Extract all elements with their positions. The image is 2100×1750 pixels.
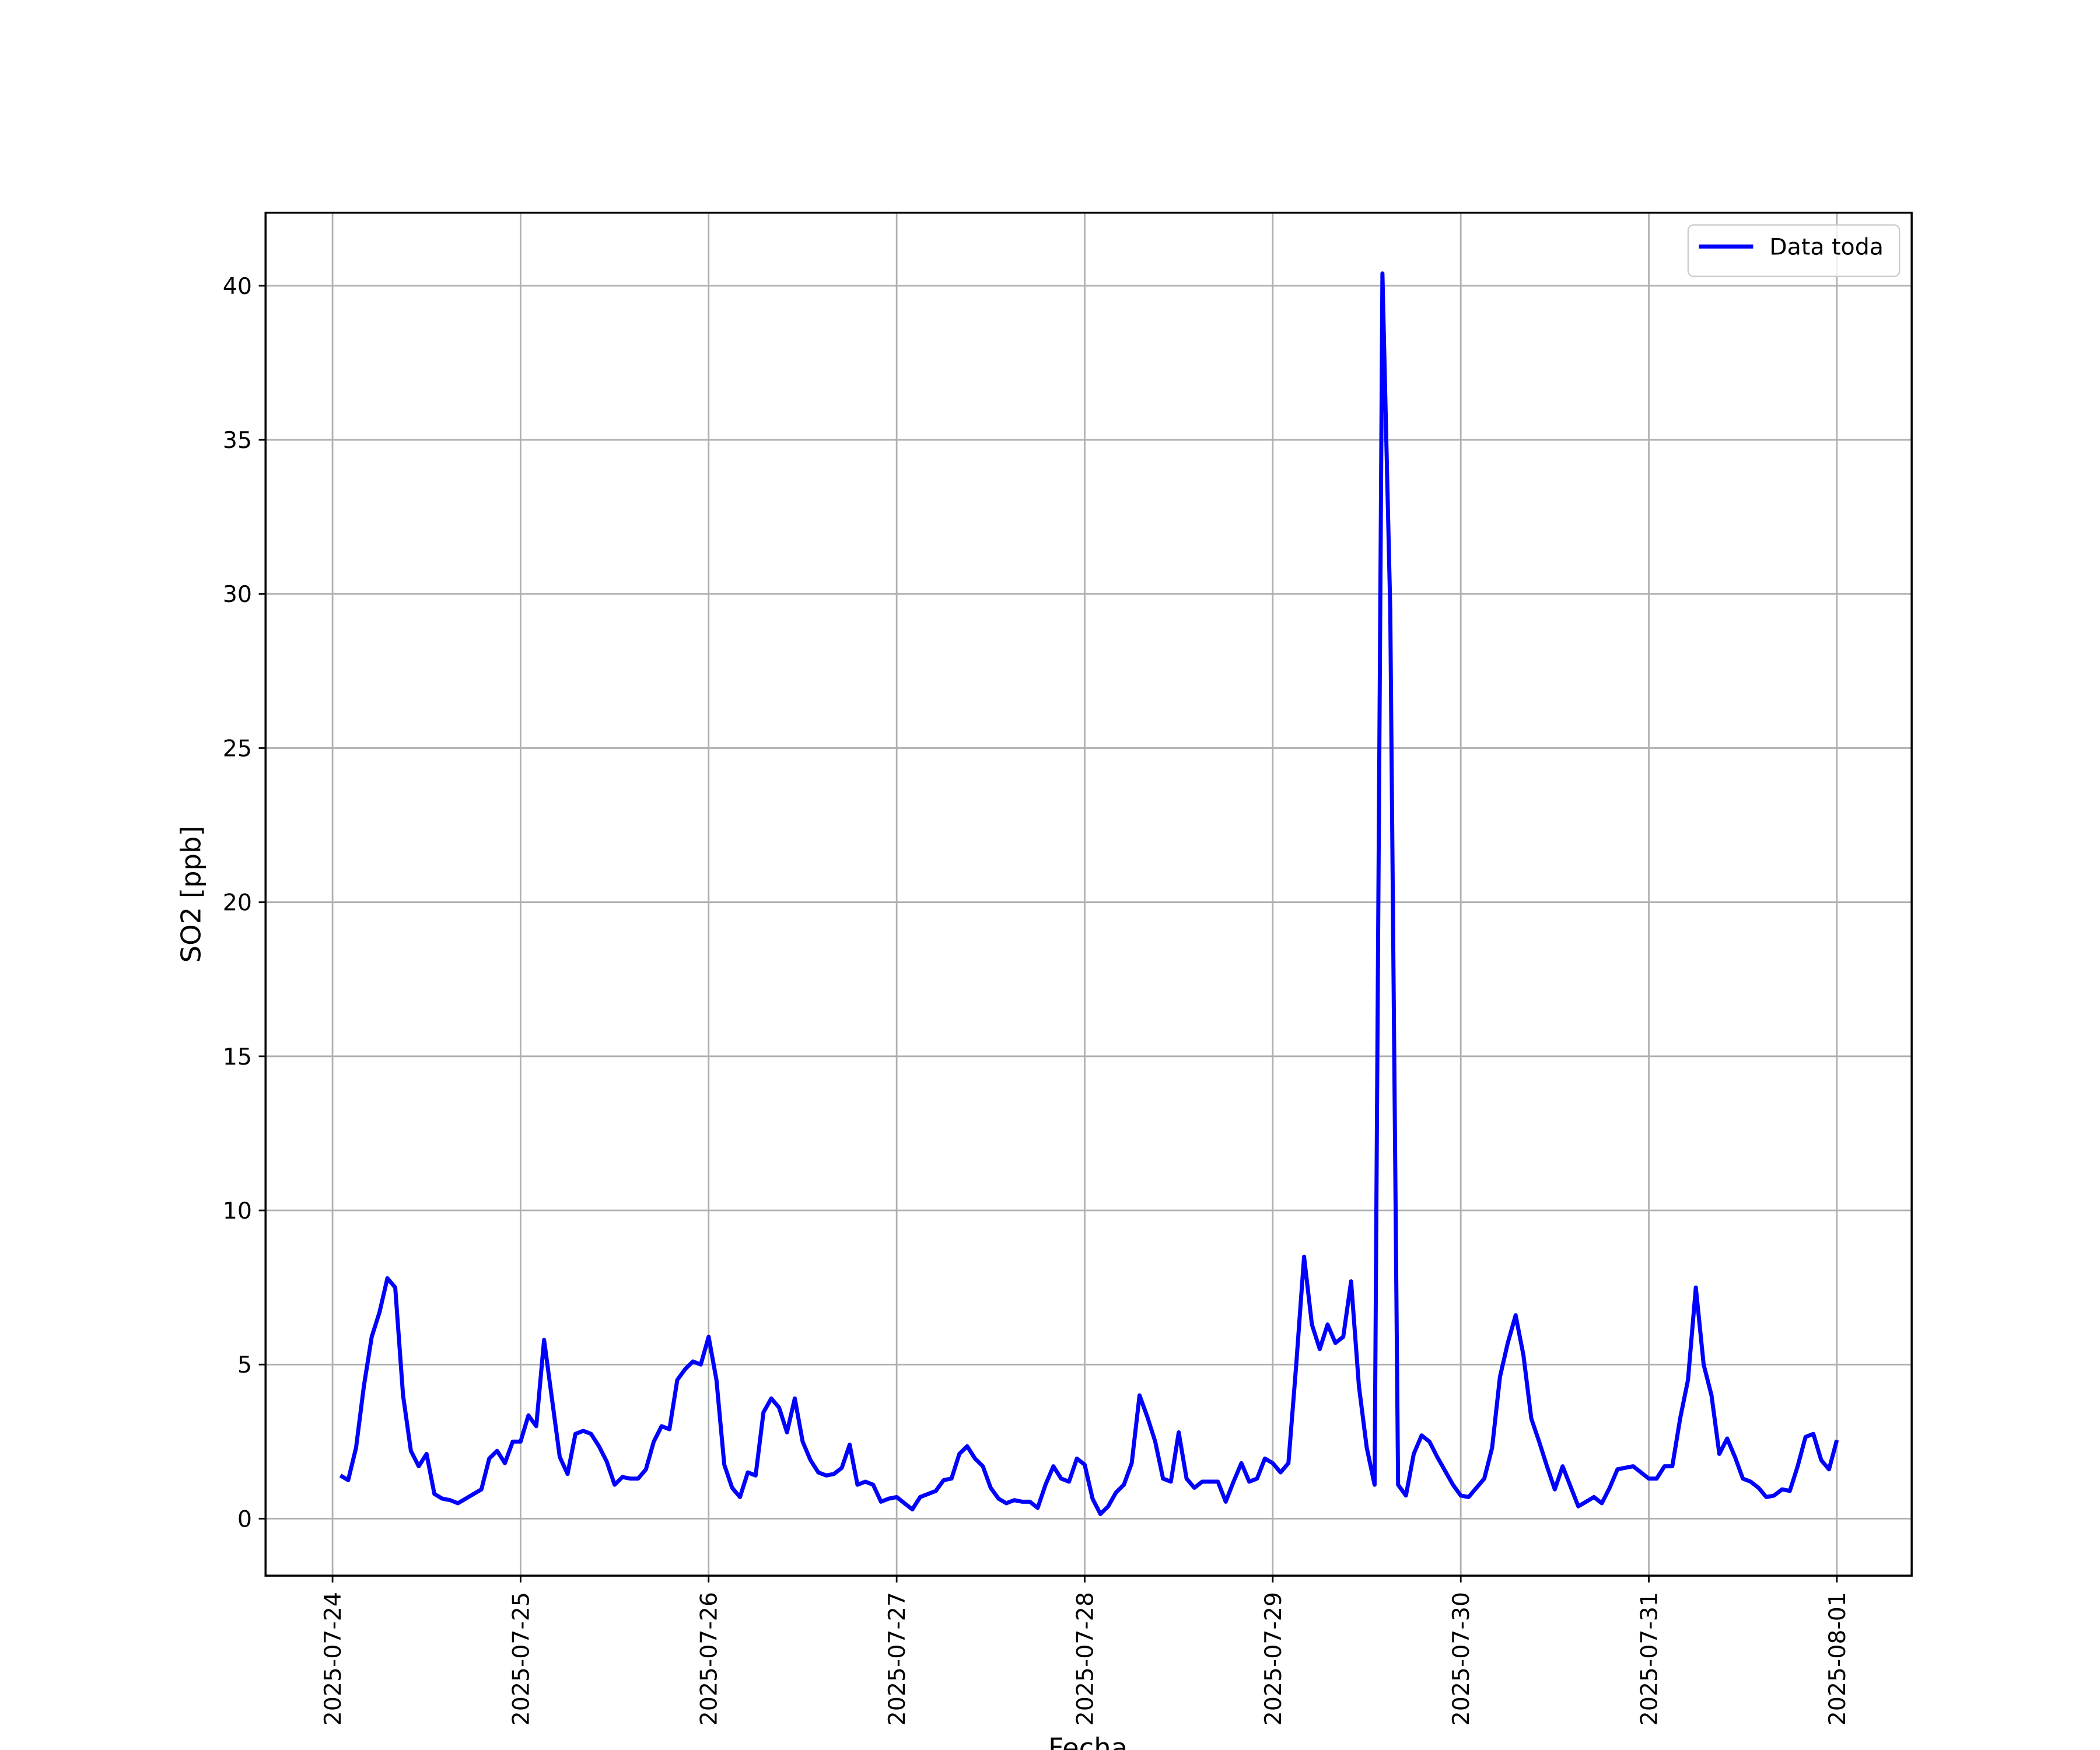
y-tick-label: 0 [237, 1506, 252, 1532]
y-tick-label: 40 [223, 273, 252, 300]
x-tick-label: 2025-07-28 [1072, 1592, 1098, 1726]
y-tick-label: 15 [223, 1044, 252, 1070]
y-axis-label: SO2 [ppb] [176, 825, 207, 963]
y-tick-label: 20 [223, 890, 252, 916]
legend-label: Data toda [1769, 234, 1884, 261]
data-line [339, 271, 1839, 1516]
x-axis-label: Fecha [1048, 1732, 1128, 1750]
x-tick-label: 2025-08-01 [1824, 1592, 1851, 1726]
x-tick-label: 2025-07-25 [508, 1592, 534, 1726]
x-tick-label: 2025-07-26 [696, 1592, 723, 1726]
x-tick-label: 2025-07-24 [320, 1592, 346, 1726]
x-tick-label: 2025-07-31 [1636, 1592, 1662, 1726]
y-tick-label: 5 [237, 1352, 252, 1378]
y-tick-label: 30 [223, 581, 252, 608]
y-tick-label: 35 [223, 427, 252, 454]
legend-box [1687, 224, 1901, 277]
y-tick-label: 25 [223, 735, 252, 762]
x-tick-label: 2025-07-27 [884, 1592, 911, 1726]
y-tick-label: 10 [223, 1198, 252, 1224]
plot-frame [264, 211, 1913, 1577]
x-tick-label: 2025-07-29 [1260, 1592, 1287, 1726]
x-tick-label: 2025-07-30 [1448, 1592, 1475, 1726]
